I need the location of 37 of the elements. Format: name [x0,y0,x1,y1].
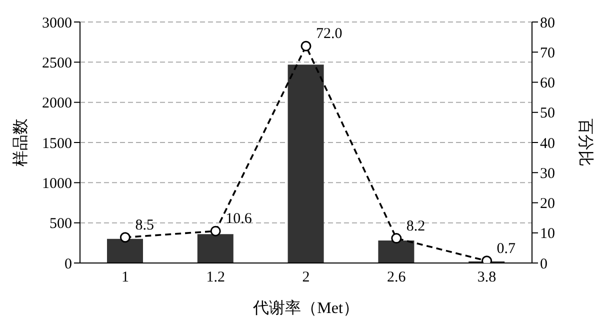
y2-tick-label: 80 [540,15,555,32]
y-tick-label: 3000 [42,15,72,32]
x-tick-label: 1 [121,270,129,286]
data-label: 72.0 [316,26,342,42]
y-tick-label: 2500 [42,55,72,72]
y-tick-label: 500 [50,216,72,232]
data-label: 10.6 [226,211,252,228]
y-tick-label: 2000 [42,96,72,112]
y2-tick-label: 70 [540,45,555,62]
point [210,226,221,236]
y-tick-label: 0 [64,256,72,272]
x-tick-label: 1.2 [206,270,225,286]
data-label: 8.5 [135,217,154,234]
x-tick-label: 2.6 [387,270,406,286]
data-label: 0.7 [496,240,516,257]
data-label: 8.2 [406,218,426,234]
point [120,232,130,243]
y-tick-label: 1500 [42,136,72,152]
point [300,40,312,52]
bar [288,64,324,263]
bar [378,240,414,263]
y2-axis-title: 百分比 [576,118,594,166]
bar [197,234,234,263]
bar [107,238,143,263]
y2-tick-label: 10 [540,226,555,242]
y2-tick-label: 0 [540,256,548,272]
x-tick-label: 3.8 [477,270,496,286]
x-axis-title: 代谢率（Met） [252,299,359,317]
y-axis-title: 样品数 [12,118,30,166]
y-tick-label: 1000 [42,176,72,192]
y2-tick-label: 60 [540,76,555,92]
y2-tick-label: 40 [540,136,555,152]
point [391,233,402,244]
x-tick-label: 2 [302,270,310,286]
y2-tick-label: 30 [540,166,555,182]
y2-tick-label: 20 [540,196,555,212]
y2-tick-label: 50 [540,106,555,122]
